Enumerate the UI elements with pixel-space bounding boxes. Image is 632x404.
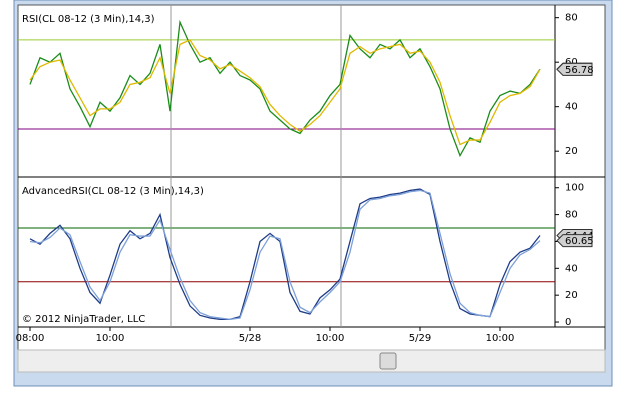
y-tick-label: 100 [565,183,584,194]
series-line [29,19,541,158]
x-tick-label: 10:00 [96,333,125,344]
x-tick-label: 5/28 [239,333,261,344]
panel-title: AdvancedRSI(CL 08-12 (3 Min),14,3) [22,186,204,197]
scrollbar[interactable] [17,349,606,373]
panel-title: RSI(CL 08-12 (3 Min),14,3) [22,14,155,25]
copyright: © 2012 NinjaTrader, LLC [22,314,145,325]
series-line [29,39,541,146]
y-tick-label: 80 [565,13,578,24]
y-tick-label: 40 [565,263,578,274]
value-marker-label: 56.78 [565,65,594,76]
value-marker [556,62,593,76]
y-tick-label: 40 [565,102,578,113]
series-line [29,188,541,320]
scroll-thumb[interactable] [379,352,397,370]
y-tick-label: 80 [565,210,578,221]
value-marker [556,234,593,248]
y-tick-label: 0 [565,317,571,328]
x-tick-label: 10:00 [316,333,345,344]
x-tick-label: 5/29 [409,333,431,344]
x-tick-label: 08:00 [16,333,45,344]
value-marker-label: 60.65 [565,236,594,247]
y-tick-label: 20 [565,146,578,157]
y-tick-label: 20 [565,290,578,301]
x-tick-label: 10:00 [486,333,515,344]
series-line [29,189,541,321]
